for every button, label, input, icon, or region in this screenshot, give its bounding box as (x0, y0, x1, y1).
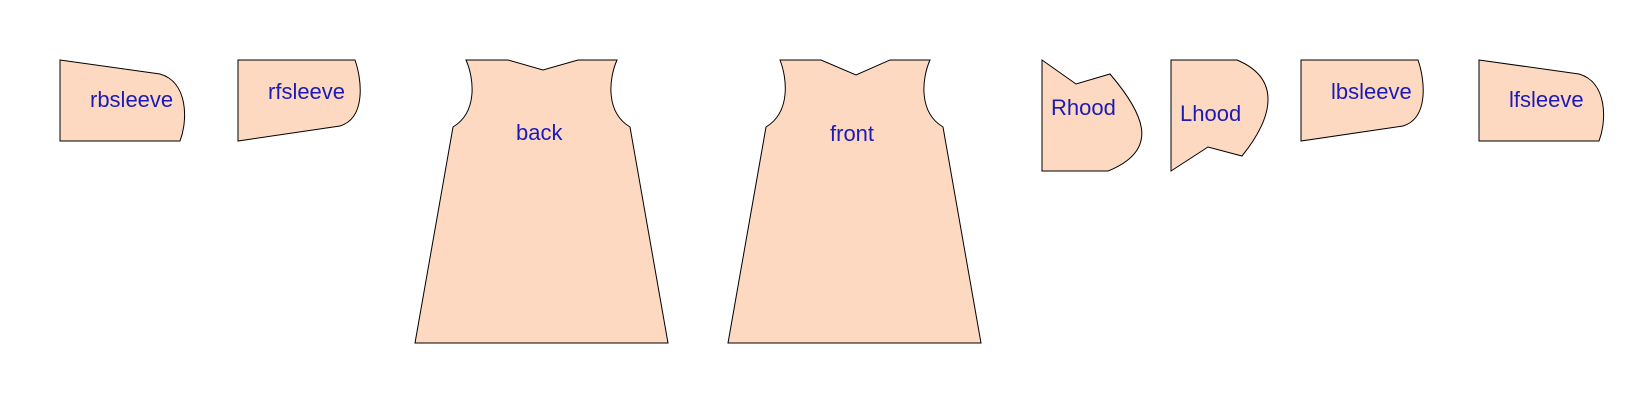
pattern-piece-back: back (414, 59, 669, 344)
rbsleeve-outline (59, 59, 185, 142)
back-label: back (516, 120, 563, 145)
lfsleeve-label: lfsleeve (1509, 87, 1584, 112)
front-label: front (830, 121, 874, 146)
pattern-piece-front: front (727, 59, 982, 344)
lhood-label: Lhood (1180, 101, 1241, 126)
lfsleeve-outline (1478, 59, 1604, 142)
rhood-outline (1041, 59, 1143, 172)
rbsleeve-label: rbsleeve (90, 87, 173, 112)
front-outline (727, 59, 982, 344)
lhood-outline (1170, 59, 1269, 172)
pattern-piece-rhood: Rhood (1041, 59, 1143, 172)
back-outline (414, 59, 669, 344)
rfsleeve-label: rfsleeve (268, 79, 345, 104)
pattern-piece-rbsleeve: rbsleeve (59, 59, 185, 142)
pattern-piece-lbsleeve: lbsleeve (1300, 59, 1424, 142)
lbsleeve-outline (1300, 59, 1424, 142)
lbsleeve-label: lbsleeve (1331, 79, 1412, 104)
rfsleeve-outline (237, 59, 361, 142)
rhood-label: Rhood (1051, 95, 1116, 120)
pattern-piece-rfsleeve: rfsleeve (237, 59, 361, 142)
pattern-piece-lfsleeve: lfsleeve (1478, 59, 1604, 142)
pattern-piece-lhood: Lhood (1170, 59, 1269, 172)
